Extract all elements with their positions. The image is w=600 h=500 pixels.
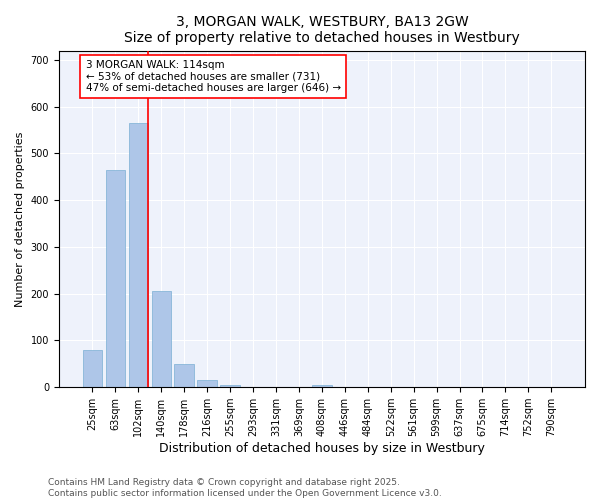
Bar [106, 170, 125, 387]
Bar [152, 292, 171, 387]
Bar [175, 364, 194, 387]
Bar [128, 123, 148, 387]
Text: Contains HM Land Registry data © Crown copyright and database right 2025.
Contai: Contains HM Land Registry data © Crown c… [48, 478, 442, 498]
Y-axis label: Number of detached properties: Number of detached properties [15, 131, 25, 306]
Bar [312, 385, 332, 387]
Bar [83, 350, 102, 387]
X-axis label: Distribution of detached houses by size in Westbury: Distribution of detached houses by size … [159, 442, 485, 455]
Bar [197, 380, 217, 387]
Bar [220, 385, 240, 387]
Text: 3 MORGAN WALK: 114sqm
← 53% of detached houses are smaller (731)
47% of semi-det: 3 MORGAN WALK: 114sqm ← 53% of detached … [86, 60, 341, 93]
Title: 3, MORGAN WALK, WESTBURY, BA13 2GW
Size of property relative to detached houses : 3, MORGAN WALK, WESTBURY, BA13 2GW Size … [124, 15, 520, 45]
